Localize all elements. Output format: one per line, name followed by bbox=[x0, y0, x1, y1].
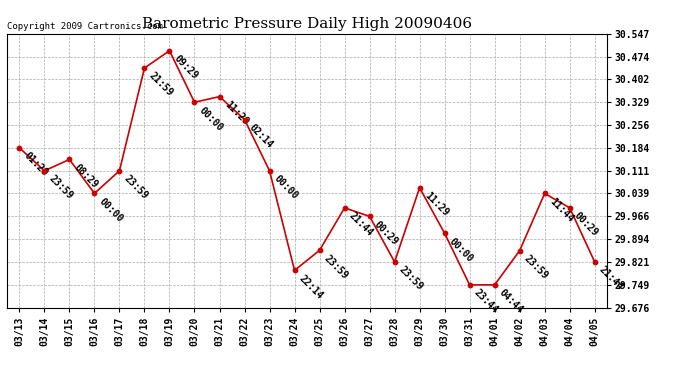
Point bbox=[564, 205, 575, 211]
Text: 21:44: 21:44 bbox=[598, 265, 625, 292]
Point bbox=[514, 248, 525, 254]
Point bbox=[439, 230, 450, 236]
Point bbox=[589, 259, 600, 265]
Text: 04:44: 04:44 bbox=[497, 288, 525, 315]
Text: 22:14: 22:14 bbox=[297, 273, 325, 301]
Text: 23:59: 23:59 bbox=[322, 253, 351, 281]
Text: 00:29: 00:29 bbox=[373, 219, 400, 247]
Point bbox=[14, 145, 25, 151]
Point bbox=[464, 282, 475, 288]
Point bbox=[239, 117, 250, 123]
Point bbox=[489, 282, 500, 288]
Point bbox=[214, 94, 225, 100]
Point bbox=[89, 190, 100, 196]
Text: 23:59: 23:59 bbox=[47, 174, 75, 201]
Text: 00:00: 00:00 bbox=[97, 196, 125, 224]
Point bbox=[364, 213, 375, 219]
Text: 00:29: 00:29 bbox=[573, 211, 600, 238]
Text: 21:44: 21:44 bbox=[347, 211, 375, 238]
Text: 11:29: 11:29 bbox=[422, 190, 451, 218]
Point bbox=[64, 156, 75, 162]
Point bbox=[314, 247, 325, 253]
Text: 11:44: 11:44 bbox=[547, 196, 575, 224]
Point bbox=[39, 168, 50, 174]
Point bbox=[539, 190, 550, 196]
Point bbox=[389, 259, 400, 265]
Text: 00:00: 00:00 bbox=[447, 236, 475, 264]
Text: 23:59: 23:59 bbox=[522, 254, 551, 281]
Text: 23:59: 23:59 bbox=[397, 265, 425, 292]
Text: 00:00: 00:00 bbox=[197, 105, 225, 133]
Text: 23:59: 23:59 bbox=[122, 174, 150, 201]
Title: Barometric Pressure Daily High 20090406: Barometric Pressure Daily High 20090406 bbox=[142, 17, 472, 31]
Text: 02:14: 02:14 bbox=[247, 122, 275, 150]
Text: 23:44: 23:44 bbox=[473, 288, 500, 315]
Text: 08:29: 08:29 bbox=[72, 162, 100, 190]
Point bbox=[264, 168, 275, 174]
Text: 01:29: 01:29 bbox=[22, 151, 50, 178]
Text: Copyright 2009 Cartronics.com: Copyright 2009 Cartronics.com bbox=[7, 22, 163, 31]
Text: 09:29: 09:29 bbox=[172, 54, 200, 81]
Point bbox=[414, 185, 425, 191]
Point bbox=[139, 65, 150, 71]
Text: 11:29: 11:29 bbox=[222, 99, 250, 127]
Text: 21:59: 21:59 bbox=[147, 71, 175, 99]
Text: 00:00: 00:00 bbox=[273, 174, 300, 201]
Point bbox=[114, 168, 125, 174]
Point bbox=[189, 99, 200, 105]
Point bbox=[289, 267, 300, 273]
Point bbox=[164, 48, 175, 54]
Point bbox=[339, 205, 350, 211]
